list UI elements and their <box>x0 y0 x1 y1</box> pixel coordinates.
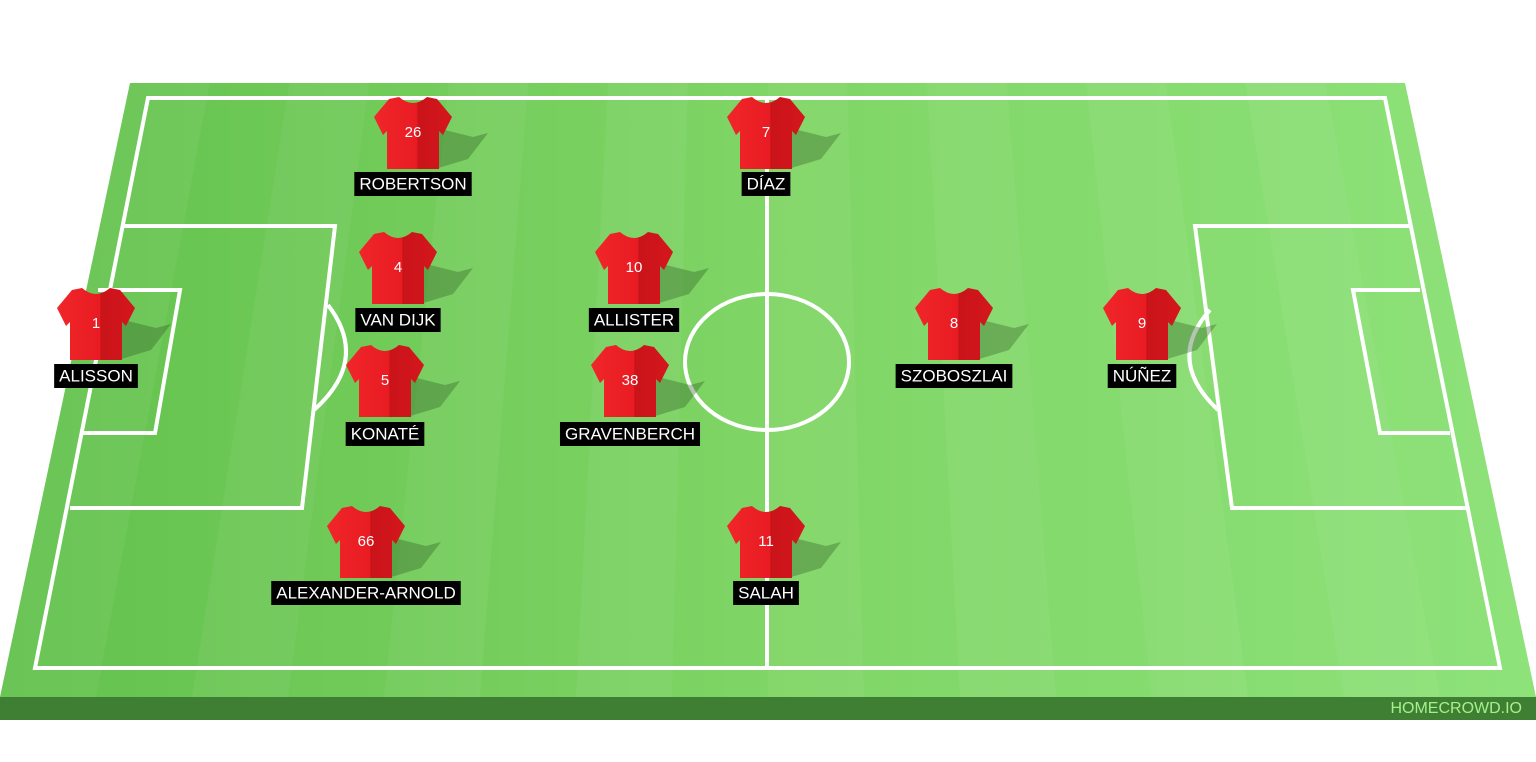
player: 66 ALEXANDER-ARNOLD <box>271 506 461 605</box>
name-bg <box>355 308 441 332</box>
player-name: KONATÉ <box>351 424 420 443</box>
shirt-shadow <box>116 318 171 360</box>
name-label: SALAH <box>733 581 799 605</box>
name-label: VAN DIJK <box>355 308 441 332</box>
shirt <box>346 345 424 417</box>
name-label: ALLISTER <box>588 308 680 332</box>
player-name: VAN DIJK <box>360 310 436 329</box>
name-bg <box>895 364 1013 388</box>
shirt-shadow <box>418 262 473 304</box>
player: 38 GRAVENBERCH <box>559 345 705 446</box>
shirt-shadow <box>1162 318 1217 360</box>
name-label: NÚÑEZ <box>1107 364 1177 388</box>
shirt <box>595 232 673 304</box>
player: 10 ALLISTER <box>588 232 709 332</box>
shirt-number: 8 <box>950 315 958 332</box>
player-name: ALEXANDER-ARNOLD <box>276 583 456 602</box>
shirt-number: 9 <box>1138 315 1146 332</box>
player-name: ROBERTSON <box>359 174 466 193</box>
watermark: HOMECROWD.IO <box>1390 700 1522 717</box>
shirt <box>359 232 437 304</box>
shirt <box>727 506 805 578</box>
shirt-shadow <box>386 536 441 578</box>
shirt-number: 11 <box>758 533 774 550</box>
name-label: ALISSON <box>54 364 138 388</box>
shirt <box>374 97 452 169</box>
pitch-edge <box>0 697 1536 720</box>
name-bg <box>559 422 701 446</box>
stripe <box>384 83 529 697</box>
shirt-number: 66 <box>358 533 375 550</box>
shirt-number: 1 <box>92 315 100 332</box>
player-name: SALAH <box>738 583 794 602</box>
shirt <box>57 288 135 360</box>
name-bg <box>588 308 680 332</box>
stripe <box>192 83 370 697</box>
stripe <box>0 83 210 697</box>
player-name: NÚÑEZ <box>1113 366 1172 385</box>
shirt-shadow <box>654 262 709 304</box>
name-bg <box>733 581 799 605</box>
name-label: ALEXANDER-ARNOLD <box>271 581 461 605</box>
shirt-shadow <box>650 375 705 417</box>
shirt-shadow <box>786 127 841 169</box>
shirt <box>727 97 805 169</box>
shirt <box>327 506 405 578</box>
name-bg <box>354 172 472 196</box>
shirt-number: 5 <box>381 372 389 389</box>
player: 5 KONATÉ <box>345 345 460 446</box>
player-name: ALISSON <box>59 366 133 385</box>
player: 11 SALAH <box>727 506 841 605</box>
name-bg <box>271 581 461 605</box>
stripe <box>1086 83 1248 697</box>
players: 1 ALISSON 26 ROBERTSON 4 VAN DIJK 5 KONATÉ 66 ALE… <box>54 97 1217 605</box>
stripe <box>1245 83 1440 697</box>
name-label: SZOBOSZLAI <box>895 364 1013 388</box>
name-bg <box>1107 364 1177 388</box>
shirt <box>1103 288 1181 360</box>
name-bg <box>54 364 138 388</box>
shirt-shadow <box>786 536 841 578</box>
player-name: ALLISTER <box>594 310 674 329</box>
shirt-shadow <box>433 127 488 169</box>
shirt-shadow <box>974 318 1029 360</box>
shirt-number: 38 <box>622 372 639 389</box>
player: 1 ALISSON <box>54 288 171 388</box>
watermark-bg <box>1367 697 1527 720</box>
name-label: GRAVENBERCH <box>559 422 701 446</box>
player: 26 ROBERTSON <box>354 97 488 196</box>
player-name: GRAVENBERCH <box>565 424 695 443</box>
shirt <box>915 288 993 360</box>
shirt-shadow <box>405 375 460 417</box>
name-label: KONATÉ <box>345 422 425 446</box>
shirt-number: 4 <box>394 259 402 276</box>
shirt-number: 10 <box>626 259 643 276</box>
player: 7 DÍAZ <box>727 97 841 196</box>
name-bg <box>345 422 425 446</box>
shirt-number: 26 <box>405 124 422 141</box>
player: 8 SZOBOSZLAI <box>895 288 1029 388</box>
shirt <box>591 345 669 417</box>
stripe <box>926 83 1056 697</box>
name-label: ROBERTSON <box>354 172 472 196</box>
name-bg <box>741 172 791 196</box>
name-label: DÍAZ <box>741 172 791 196</box>
shirt-number: 7 <box>762 124 770 141</box>
player-name: SZOBOSZLAI <box>901 366 1008 385</box>
player-name: DÍAZ <box>747 174 786 193</box>
player: 9 NÚÑEZ <box>1103 288 1217 388</box>
player: 4 VAN DIJK <box>355 232 473 332</box>
